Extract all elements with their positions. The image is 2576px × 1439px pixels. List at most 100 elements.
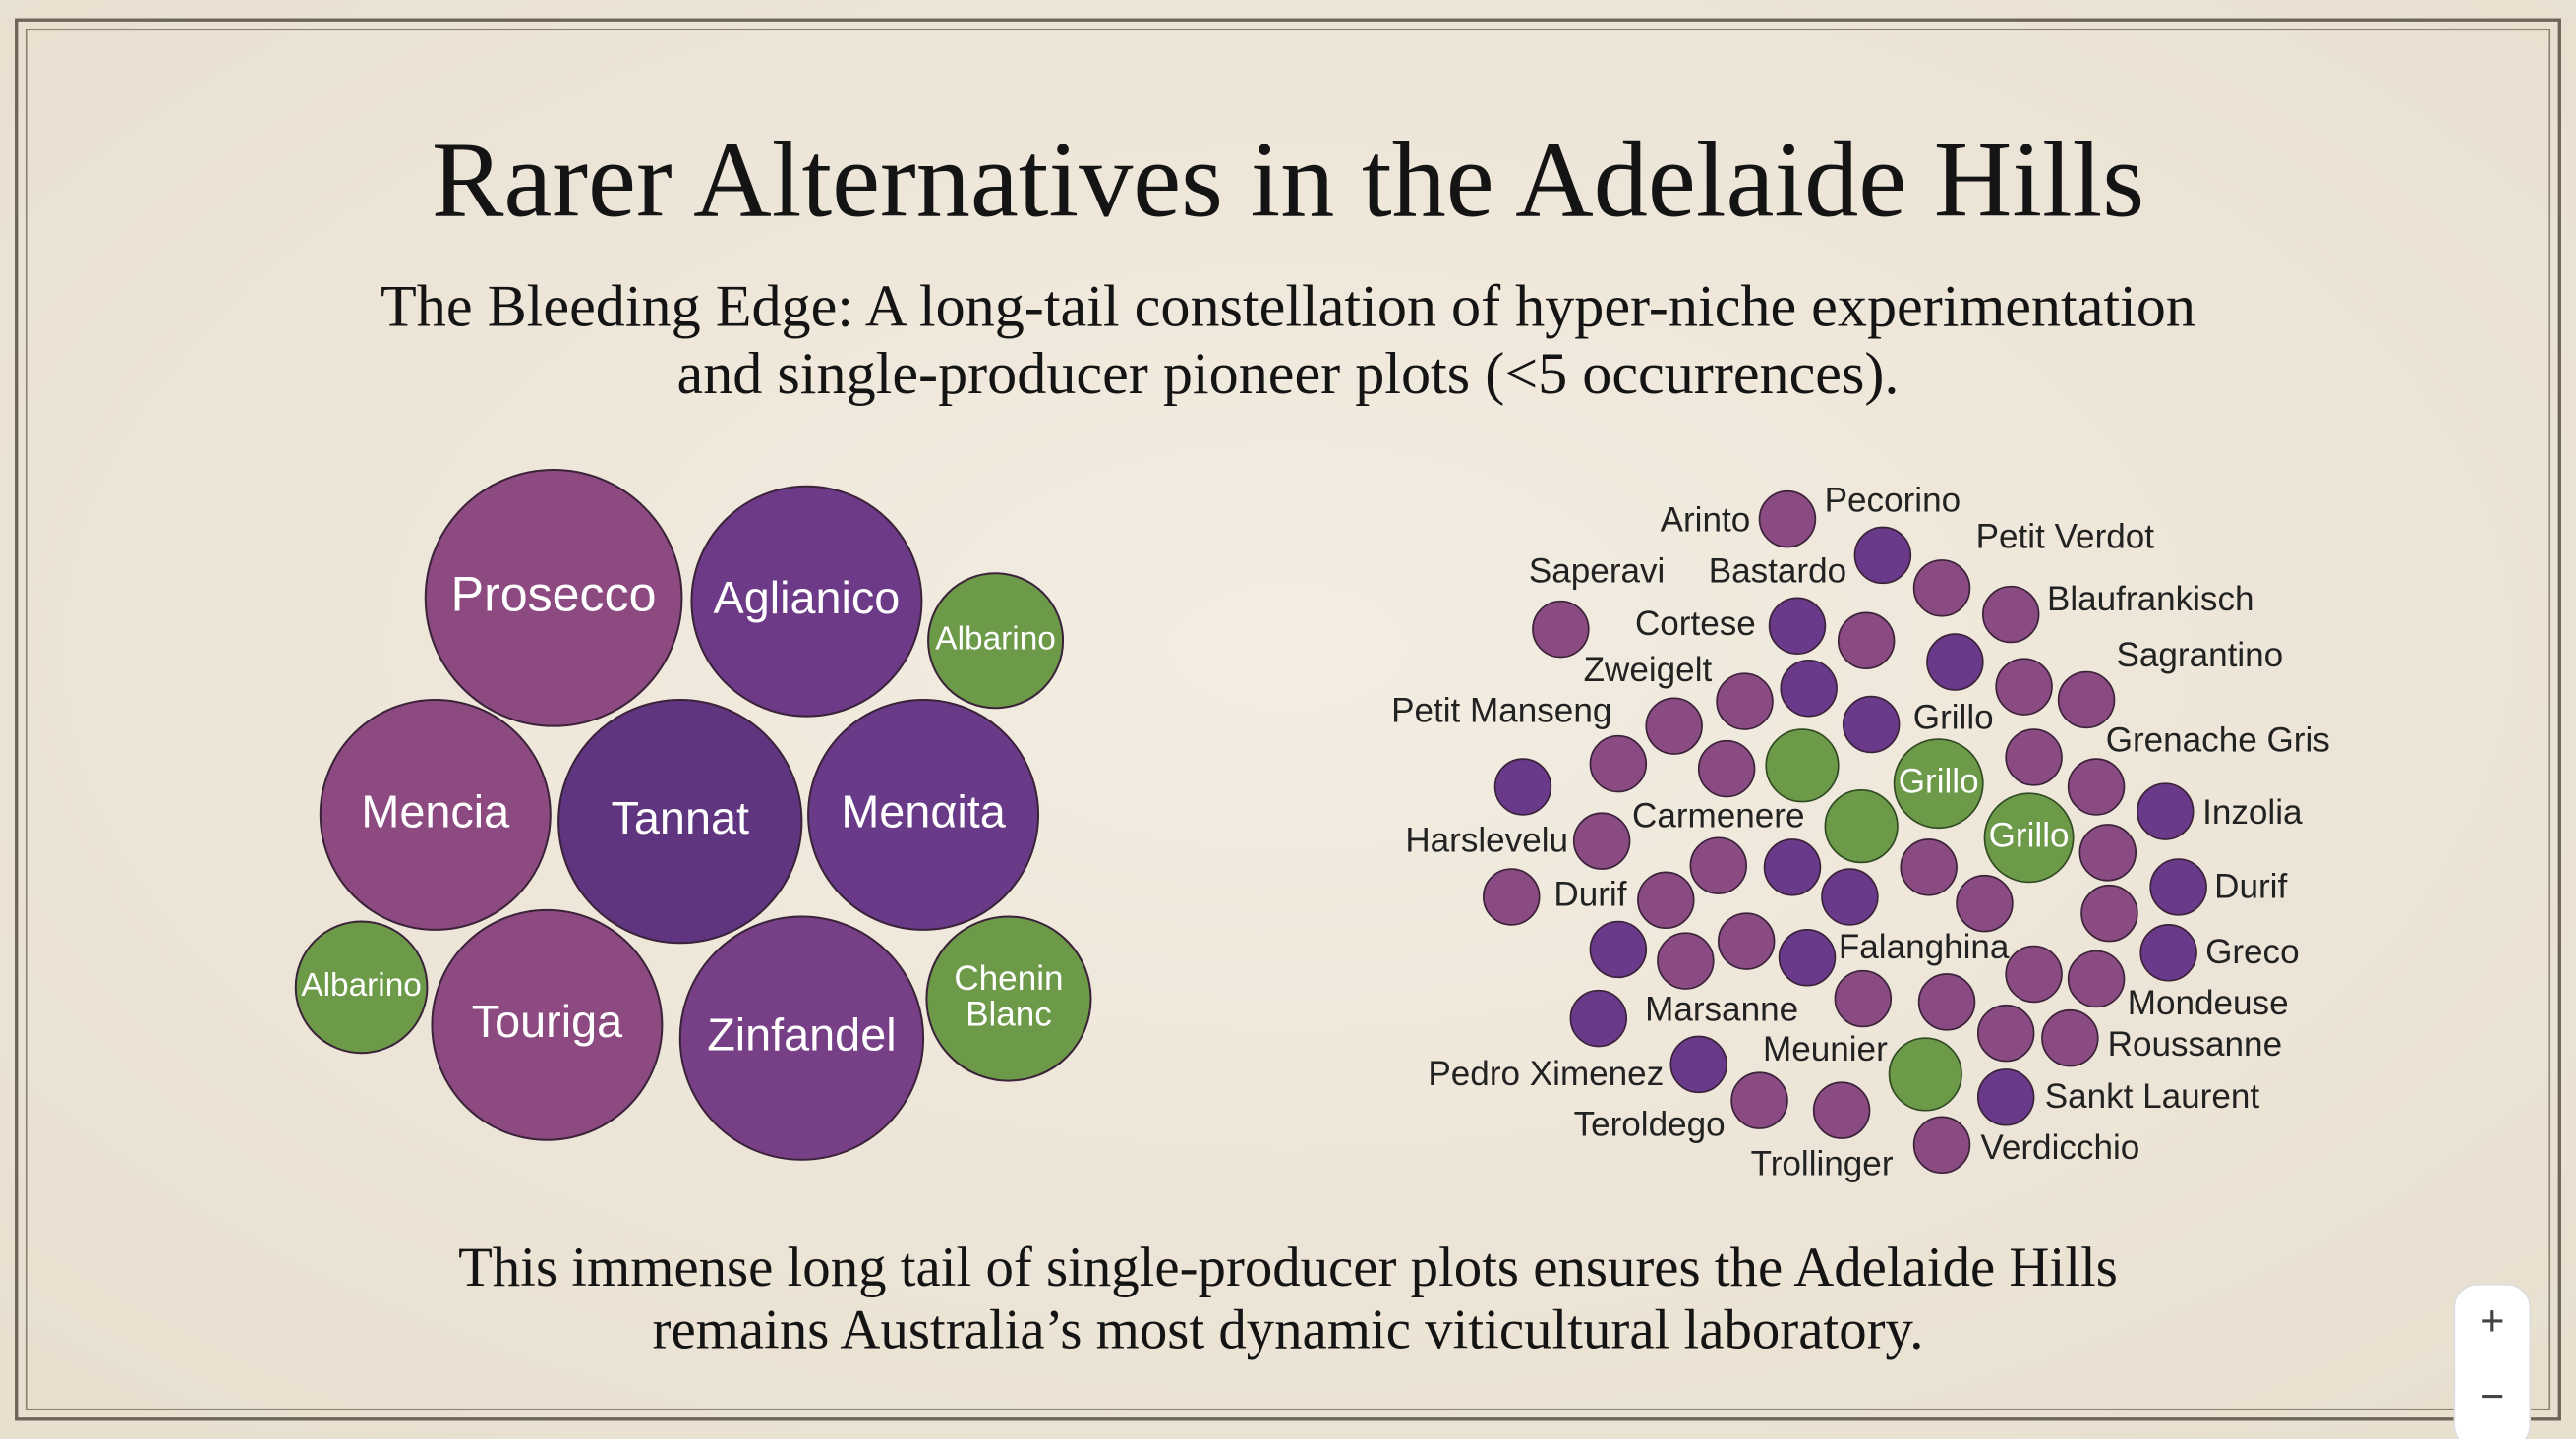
dot — [1763, 838, 1822, 896]
frame-outer — [15, 18, 2561, 1421]
dot — [1956, 874, 2014, 933]
footer: remains Australia’s most dynamic viticul… — [653, 1299, 1924, 1361]
dot — [1976, 1004, 2035, 1063]
dot-label: Sankt Laurent — [2045, 1077, 2260, 1116]
dot-label: Zweigelt — [1584, 651, 1713, 689]
dot — [1768, 597, 1827, 655]
dot — [2149, 858, 2207, 916]
dot — [2139, 924, 2197, 982]
frame-inner — [25, 29, 2551, 1410]
dot — [1697, 739, 1756, 798]
dot-label: Grenache Gris — [2106, 721, 2330, 760]
bubble — [925, 915, 1092, 1082]
dot — [2005, 728, 2063, 786]
dot — [1493, 758, 1552, 816]
zoom-out[interactable]: − — [2480, 1373, 2504, 1420]
dot — [1645, 697, 1703, 755]
bubble-label: Menαita — [841, 785, 1006, 836]
dot — [1572, 812, 1631, 870]
dot — [1589, 920, 1648, 979]
bubble — [557, 698, 803, 945]
dot-label: Inzolia — [2202, 793, 2303, 832]
dot — [1812, 1081, 1871, 1139]
right-cluster: Arinto Pecorino Petit Verdot Saperavi Bastar… — [1391, 482, 2330, 1183]
dot — [1912, 559, 1971, 617]
dot — [1837, 611, 1896, 670]
dot — [1569, 989, 1628, 1048]
left-cluster: Prosecco Aglianico Albarino Mencia Tannat Men… — [294, 469, 1092, 1161]
bubble — [927, 572, 1065, 710]
dot — [1716, 672, 1774, 730]
dot — [1824, 789, 1899, 864]
dot — [1912, 1116, 1971, 1175]
subtitle: The Bleeding Edge: A long-tail constella… — [381, 273, 2195, 339]
dot — [1532, 600, 1590, 659]
dot — [2080, 884, 2138, 943]
title: Rarer Alternatives in the Adelaide Hills — [432, 119, 2144, 239]
dot — [1842, 695, 1901, 754]
zoom-in[interactable]: + — [2480, 1297, 2504, 1345]
bubble — [319, 698, 552, 931]
dot — [1981, 585, 2040, 644]
dot — [1778, 929, 1837, 987]
dot — [1995, 658, 2053, 716]
dot — [1589, 734, 1648, 793]
dot — [1926, 633, 1984, 691]
bubble-label: Albarino — [935, 621, 1056, 658]
dot-label: Carmenere — [1632, 797, 1804, 835]
bubble — [807, 698, 1040, 931]
dot — [1834, 969, 1893, 1028]
dot — [1730, 1071, 1788, 1129]
bubble-label: Albarino — [301, 967, 422, 1004]
bubble-label: Chenin — [954, 959, 1063, 998]
zoom-controls: + − — [2453, 1283, 2532, 1439]
dot-label: Bastardo — [1709, 552, 1846, 591]
dot — [1900, 838, 1958, 896]
dot — [2041, 1008, 2099, 1067]
dot — [2067, 950, 2126, 1008]
dot — [1758, 489, 1817, 548]
dot — [1888, 1037, 1962, 1112]
dot-label: Grillo — [1989, 817, 2070, 855]
dot-label: Meunier — [1763, 1030, 1888, 1068]
dot — [1780, 660, 1838, 718]
dot-label: Durif — [2214, 867, 2287, 905]
dot-label: Trollinger — [1751, 1145, 1894, 1183]
dot — [1765, 728, 1840, 803]
dot-label: Blaufrankisch — [2047, 580, 2254, 618]
dot-label: Sagrantino — [2117, 636, 2284, 674]
footer: This immense long tail of single-produce… — [458, 1237, 2118, 1298]
dot — [1657, 932, 1715, 990]
dot-label: Saperavi — [1529, 552, 1665, 591]
dot — [1637, 871, 1695, 930]
bubble — [678, 915, 925, 1161]
dot — [1483, 868, 1541, 926]
dot-label: Durif — [1553, 876, 1626, 914]
bubble-label: Tannat — [612, 792, 749, 843]
dot-label: Harslevelu — [1405, 822, 1568, 860]
dot-label: Arinto — [1661, 501, 1751, 540]
dot — [1717, 912, 1776, 970]
dot-label: Greco — [2205, 933, 2300, 971]
dot — [2005, 945, 2063, 1004]
bubble-label: Mencia — [361, 785, 510, 836]
bubble-label: Touriga — [472, 996, 623, 1047]
dot-label: Petit Manseng — [1391, 692, 1611, 730]
dot-label: Pedro Ximenez — [1428, 1055, 1664, 1093]
dot — [2057, 670, 2116, 729]
bubble — [424, 469, 683, 727]
subtitle: and single-producer pioneer plots (<5 oc… — [677, 341, 1900, 407]
dot — [1669, 1035, 1727, 1094]
dot — [1917, 973, 1976, 1031]
dot-label: Pecorino — [1825, 482, 1961, 520]
dot-label: Grillo — [1913, 698, 1994, 736]
dot — [1976, 1068, 2035, 1126]
bubble-label: Prosecco — [451, 567, 657, 622]
dot-label: Falanghina — [1839, 928, 2010, 966]
dot-label: Mondeuse — [2128, 984, 2289, 1022]
dot — [2137, 782, 2195, 840]
dot — [2067, 758, 2126, 816]
bubble — [294, 920, 429, 1055]
